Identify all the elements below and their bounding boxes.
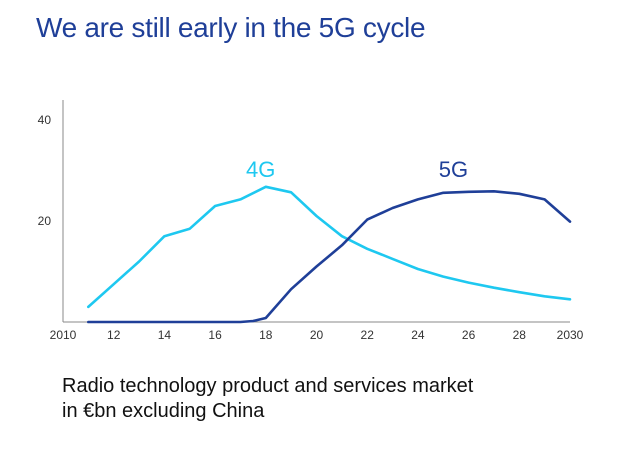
x-tick-label: 20	[310, 328, 324, 342]
x-tick-label: 2030	[557, 328, 584, 342]
caption-line-1: Radio technology product and services ma…	[62, 375, 474, 397]
chart-caption: Radio technology product and services ma…	[62, 374, 473, 424]
x-tick-label: 24	[411, 328, 425, 342]
y-tick-label: 20	[38, 214, 52, 228]
y-tick-label: 40	[38, 113, 52, 127]
page-title: We are still early in the 5G cycle	[36, 12, 426, 43]
x-tick-label: 14	[158, 328, 172, 342]
series-label-5g: 5G	[439, 157, 468, 182]
x-tick-label: 12	[107, 328, 121, 342]
series-line-4g	[87, 185, 572, 309]
x-tick-label: 22	[361, 328, 375, 342]
x-tick-label: 26	[462, 328, 476, 342]
series-label-4g: 4G	[246, 157, 275, 182]
series-line-5g	[87, 190, 572, 324]
x-tick-label: 28	[513, 328, 527, 342]
x-tick-label: 18	[259, 328, 273, 342]
caption-line-2: in €bn excluding China	[62, 400, 265, 422]
x-tick-label: 2010	[50, 328, 77, 342]
x-tick-label: 16	[208, 328, 222, 342]
